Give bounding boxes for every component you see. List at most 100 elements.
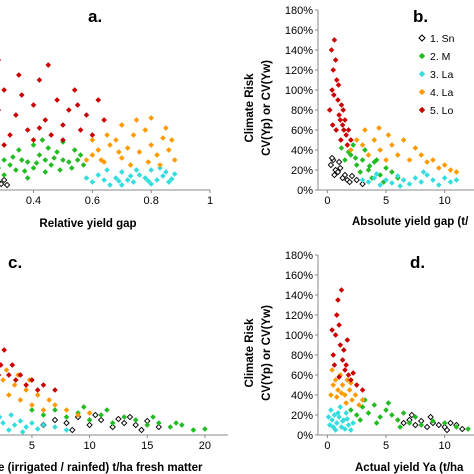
- data-point: [397, 424, 403, 430]
- data-point: [15, 147, 22, 153]
- data-point: [333, 394, 340, 400]
- data-point: [338, 102, 345, 108]
- data-point: [40, 407, 47, 413]
- data-point: [339, 122, 346, 128]
- data-points-a: [0, 58, 178, 189]
- x-axis-title-a: Relative yield gap: [39, 218, 136, 230]
- data-point: [430, 177, 436, 183]
- x-tick-label: 0: [324, 440, 330, 452]
- data-point: [162, 169, 169, 175]
- data-point: [389, 169, 395, 175]
- data-point: [435, 182, 442, 188]
- data-point: [133, 117, 140, 123]
- data-point: [34, 392, 41, 398]
- data-point: [0, 58, 2, 62]
- data-point: [347, 380, 354, 386]
- data-point: [36, 125, 43, 131]
- data-point: [465, 426, 472, 432]
- data-point: [63, 427, 70, 433]
- data-point: [424, 159, 430, 165]
- data-point: [352, 392, 359, 398]
- data-point: [83, 112, 90, 118]
- data-point: [353, 176, 360, 184]
- data-point: [132, 421, 139, 429]
- data-point: [173, 420, 179, 426]
- data-point: [101, 177, 108, 183]
- data-point: [30, 165, 37, 171]
- data-point: [126, 413, 134, 421]
- data-point: [412, 175, 419, 181]
- data-point: [154, 152, 160, 158]
- data-point: [36, 77, 43, 83]
- data-point: [18, 92, 25, 98]
- data-point: [348, 172, 356, 180]
- y-tick-label: 140%: [285, 290, 313, 302]
- data-point: [329, 417, 335, 423]
- data-point: [29, 407, 35, 413]
- y-tick-label: 120%: [285, 65, 313, 77]
- y-tick-label: 80%: [291, 105, 313, 117]
- data-point: [77, 152, 84, 158]
- data-point: [418, 152, 425, 158]
- data-point: [357, 417, 364, 423]
- data-point: [45, 62, 52, 68]
- data-point: [383, 165, 389, 171]
- y-tick-label: 80%: [291, 350, 313, 362]
- legend-label: 1. Sn: [430, 33, 455, 45]
- data-point: [75, 412, 81, 418]
- data-point: [63, 414, 70, 420]
- data-point: [107, 142, 113, 148]
- data-point: [92, 411, 99, 419]
- data-point: [86, 410, 93, 416]
- data-point: [127, 162, 134, 168]
- data-point: [371, 175, 378, 181]
- data-point: [353, 137, 360, 143]
- data-point: [406, 420, 413, 426]
- data-point: [453, 177, 460, 183]
- data-point: [339, 357, 346, 363]
- data-point: [10, 154, 16, 160]
- data-point: [424, 172, 430, 178]
- panel-label-b: b.: [413, 7, 428, 26]
- data-point: [1, 172, 8, 178]
- data-point: [373, 420, 380, 426]
- data-point: [377, 147, 384, 153]
- x-tick-label: 5: [383, 440, 389, 452]
- data-point: [362, 147, 368, 153]
- data-point: [342, 367, 348, 373]
- data-point: [157, 165, 163, 171]
- data-point: [343, 400, 350, 406]
- data-point: [57, 167, 63, 173]
- data-point: [30, 102, 37, 108]
- data-point: [337, 404, 344, 410]
- data-point: [0, 377, 6, 383]
- x-tick-label: 0.6: [85, 195, 100, 207]
- y-axis-title-b: Climate Risk: [244, 73, 256, 143]
- data-point: [120, 419, 128, 427]
- data-point: [136, 172, 143, 178]
- x-tick-label: 10: [439, 195, 451, 207]
- data-point: [377, 414, 384, 420]
- data-point: [347, 147, 354, 153]
- data-point: [12, 377, 19, 383]
- data-point: [11, 382, 18, 388]
- legend-label: 4. La: [430, 87, 454, 99]
- data-point: [160, 135, 166, 141]
- data-point: [400, 419, 407, 427]
- data-point: [377, 182, 384, 188]
- data-point: [335, 82, 342, 88]
- y-tick-label: 20%: [291, 165, 313, 177]
- data-point: [148, 181, 155, 187]
- data-point: [52, 424, 58, 430]
- data-point: [447, 167, 454, 173]
- data-point: [341, 171, 349, 179]
- data-point: [353, 382, 360, 388]
- ticks-d: 0 5 100%20%40%60%80%100%120%140%160%180%: [285, 250, 451, 452]
- data-point: [60, 122, 66, 128]
- data-point: [343, 132, 350, 138]
- data-point: [104, 132, 110, 138]
- data-point: [42, 157, 49, 163]
- data-point: [109, 420, 116, 426]
- data-point: [104, 407, 110, 413]
- data-point: [325, 414, 332, 420]
